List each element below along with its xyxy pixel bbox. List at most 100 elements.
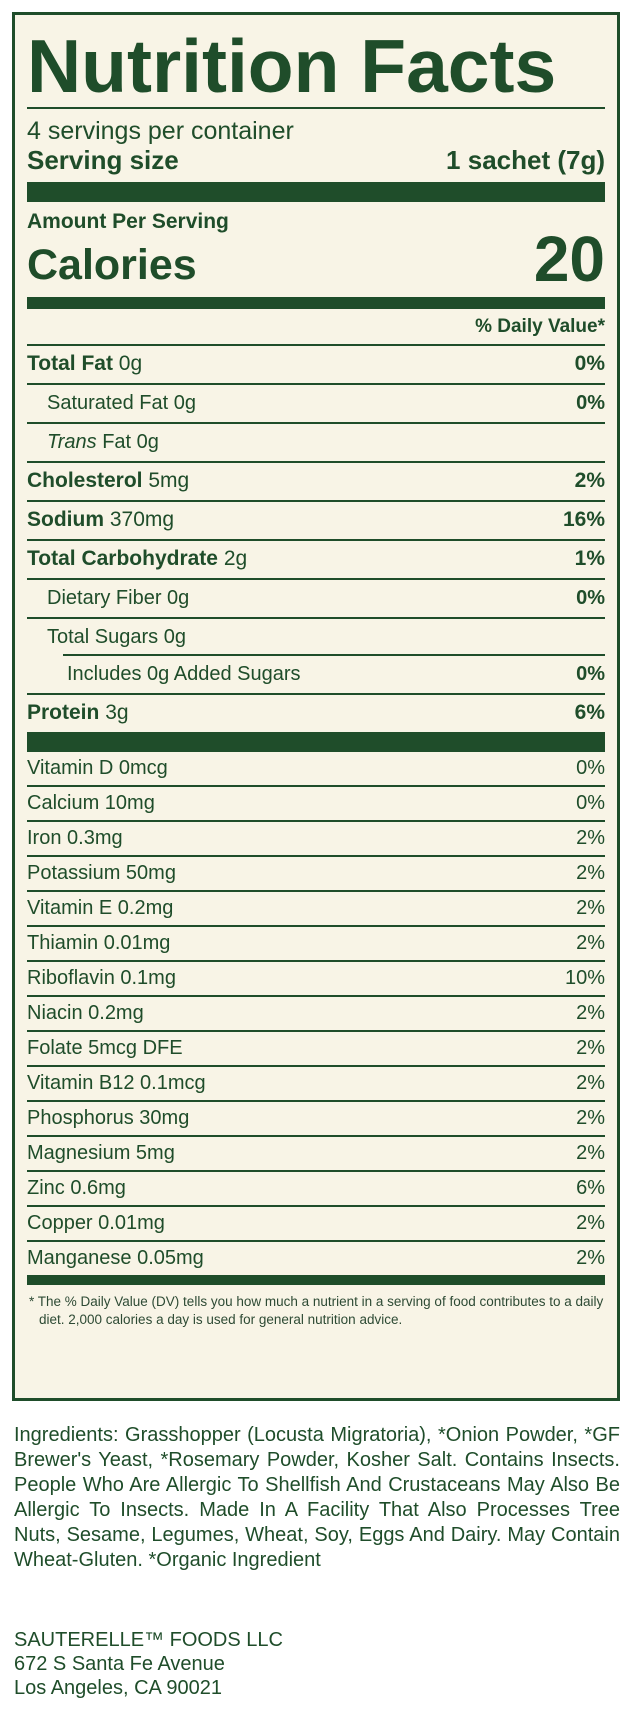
nutrient-row-total-fat: Total Fat 0g 0% bbox=[27, 346, 605, 385]
nutrient-row-sodium: Sodium 370mg 16% bbox=[27, 502, 605, 541]
nutrient-name: Sodium bbox=[27, 508, 104, 532]
vitamin-dv: 2% bbox=[576, 1141, 605, 1164]
calories-row: Calories 20 bbox=[27, 227, 605, 291]
nutrient-row-dietary-fiber: Dietary Fiber 0g 0% bbox=[27, 580, 605, 619]
serving-size-label: Serving size bbox=[27, 144, 179, 175]
vitamin-row: Zinc 0.6mg 6% bbox=[27, 1172, 605, 1207]
nutrient-amount: 2g bbox=[223, 547, 248, 571]
vitamin-dv: 6% bbox=[576, 1176, 605, 1199]
nutrient-name: Saturated Fat bbox=[47, 391, 169, 414]
nutrition-facts-panel: Nutrition Facts 4 servings per container… bbox=[12, 12, 620, 1401]
nutrient-amount: 0g bbox=[167, 586, 190, 609]
nutrient-amount: 5mg bbox=[148, 469, 190, 493]
nutrient-amount: 0g bbox=[163, 625, 186, 648]
nutrient-dv: 1% bbox=[574, 547, 605, 571]
vitamin-label: Copper 0.01mg bbox=[27, 1211, 165, 1234]
panel-title: Nutrition Facts bbox=[27, 24, 557, 108]
vitamin-label: Calcium 10mg bbox=[27, 791, 155, 814]
vitamin-list: Vitamin D 0mcg 0% Calcium 10mg 0% Iron 0.3… bbox=[27, 752, 605, 1275]
nutrient-dv: 0% bbox=[574, 352, 605, 376]
vitamin-label: Niacin 0.2mg bbox=[27, 1001, 144, 1024]
vitamin-row: Copper 0.01mg 2% bbox=[27, 1207, 605, 1242]
vitamin-label: Vitamin B12 0.1mcg bbox=[27, 1071, 206, 1094]
company-name: SAUTERELLE™ FOODS LLC bbox=[14, 1629, 283, 1651]
nutrient-dv: 0% bbox=[576, 391, 605, 414]
vitamin-dv: 2% bbox=[576, 1106, 605, 1129]
nutrient-row-added-sugars: Includes 0g Added Sugars 0% bbox=[27, 656, 605, 695]
city-state-zip: Los Angeles, CA 90021 bbox=[14, 1677, 222, 1699]
nutrient-dv: 0% bbox=[576, 662, 605, 685]
vitamin-row: Manganese 0.05mg 2% bbox=[27, 1242, 605, 1275]
vitamin-dv: 2% bbox=[576, 1246, 605, 1269]
vitamin-dv: 0% bbox=[576, 756, 605, 779]
ingredients-text: Ingredients: Grasshopper (Locusta Migrat… bbox=[14, 1424, 620, 1571]
title-divider bbox=[27, 107, 605, 109]
nutrient-dv: 16% bbox=[562, 508, 605, 532]
nutrient-dv: 0% bbox=[576, 586, 605, 609]
vitamin-dv: 2% bbox=[576, 826, 605, 849]
daily-value-footnote: * The % Daily Value (DV) tells you how m… bbox=[29, 1293, 604, 1327]
vitamin-label: Zinc 0.6mg bbox=[27, 1176, 126, 1199]
nutrient-dv: 6% bbox=[574, 701, 605, 725]
vitamin-dv: 2% bbox=[576, 1036, 605, 1059]
vitamin-row: Vitamin D 0mcg 0% bbox=[27, 752, 605, 787]
nutrient-name: Dietary Fiber bbox=[47, 586, 162, 609]
thick-divider bbox=[27, 181, 605, 202]
nutrient-row-protein: Protein 3g 6% bbox=[27, 695, 605, 732]
servings-per-container: 4 servings per container bbox=[27, 117, 294, 145]
nutrient-name: Trans bbox=[47, 430, 97, 453]
vitamin-dv: 2% bbox=[576, 931, 605, 954]
nutrient-name: Includes 0g Added Sugars bbox=[67, 662, 301, 685]
nutrient-name: Total Fat bbox=[27, 352, 113, 376]
serving-size-row: Serving size 1 sachet (7g) bbox=[27, 144, 605, 176]
vitamin-row: Iron 0.3mg 2% bbox=[27, 822, 605, 857]
vitamin-dv: 2% bbox=[576, 1001, 605, 1024]
vitamin-dv: 10% bbox=[564, 966, 605, 989]
nutrient-amount: 0g bbox=[173, 391, 196, 414]
nutrient-row-trans-fat: Trans Fat 0g bbox=[27, 424, 605, 463]
nutrient-amount: 370mg bbox=[109, 508, 175, 532]
calories-value: 20 bbox=[533, 222, 605, 295]
vitamin-dv: 0% bbox=[576, 791, 605, 814]
vitamin-dv: 2% bbox=[576, 1211, 605, 1234]
vitamin-label: Thiamin 0.01mg bbox=[27, 931, 171, 954]
nutrient-name: Total Carbohydrate bbox=[27, 547, 218, 571]
nutrient-row-saturated-fat: Saturated Fat 0g 0% bbox=[27, 385, 605, 424]
vitamin-dv: 2% bbox=[576, 896, 605, 919]
nutrient-dv: 2% bbox=[574, 469, 605, 493]
vitamin-row: Vitamin B12 0.1mcg 2% bbox=[27, 1067, 605, 1102]
vitamin-dv: 2% bbox=[576, 861, 605, 884]
serving-size-value: 1 sachet (7g) bbox=[446, 144, 605, 175]
calories-label: Calories bbox=[27, 240, 197, 289]
vitamin-label: Riboflavin 0.1mg bbox=[27, 966, 176, 989]
vitamin-row: Phosphorus 30mg 2% bbox=[27, 1102, 605, 1137]
vitamin-divider bbox=[27, 731, 605, 752]
daily-value-header: % Daily Value* bbox=[27, 309, 605, 346]
vitamin-label: Manganese 0.05mg bbox=[27, 1246, 204, 1269]
vitamin-label: Folate 5mcg DFE bbox=[27, 1036, 183, 1059]
nutrient-amount: 0g bbox=[118, 352, 143, 376]
vitamin-row: Riboflavin 0.1mg 10% bbox=[27, 962, 605, 997]
vitamin-label: Vitamin E 0.2mg bbox=[27, 896, 174, 919]
vitamin-row: Calcium 10mg 0% bbox=[27, 787, 605, 822]
nutrient-row-cholesterol: Cholesterol 5mg 2% bbox=[27, 463, 605, 502]
vitamin-row: Thiamin 0.01mg 2% bbox=[27, 927, 605, 962]
nutrient-amount: 3g bbox=[105, 701, 129, 725]
nutrient-amount: Fat 0g bbox=[102, 430, 159, 453]
vitamin-row: Potassium 50mg 2% bbox=[27, 857, 605, 892]
footnote-divider bbox=[27, 1274, 605, 1285]
vitamin-row: Folate 5mcg DFE 2% bbox=[27, 1032, 605, 1067]
nutrient-name: Total Sugars bbox=[47, 625, 159, 648]
nutrient-row-total-sugars: Total Sugars 0g bbox=[27, 619, 605, 656]
amount-per-serving: Amount Per Serving bbox=[27, 209, 229, 233]
nutrient-row-total-carbohydrate: Total Carbohydrate 2g 1% bbox=[27, 541, 605, 580]
company-address: SAUTERELLE™ FOODS LLC 672 S Santa Fe Ave… bbox=[14, 1628, 283, 1700]
vitamin-row: Niacin 0.2mg 2% bbox=[27, 997, 605, 1032]
nutrient-name: Cholesterol bbox=[27, 469, 143, 493]
vitamin-label: Vitamin D 0mcg bbox=[27, 756, 168, 779]
vitamin-label: Magnesium 5mg bbox=[27, 1141, 175, 1164]
vitamin-label: Iron 0.3mg bbox=[27, 826, 123, 849]
vitamin-label: Phosphorus 30mg bbox=[27, 1106, 190, 1129]
vitamin-label: Potassium 50mg bbox=[27, 861, 176, 884]
nutrient-name: Protein bbox=[27, 701, 100, 725]
